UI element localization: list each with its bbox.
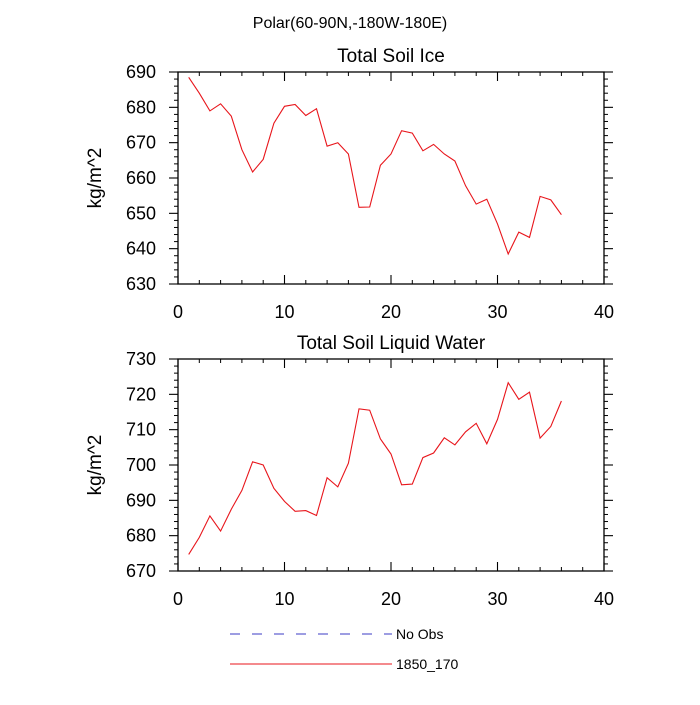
x-tick-label: 40 xyxy=(594,302,614,322)
y-tick-label: 700 xyxy=(126,455,156,475)
y-tick-label: 690 xyxy=(126,490,156,510)
y-tick-label: 660 xyxy=(126,168,156,188)
chart-panel-1: Total Soil Ice kg/m^2 0 10 20 30 40 630 640 650 66… xyxy=(85,46,614,322)
y-tick-label: 640 xyxy=(126,239,156,259)
y-tick-label: 670 xyxy=(126,561,156,581)
y-tick-label: 670 xyxy=(126,133,156,153)
chart-title: Total Soil Liquid Water xyxy=(297,333,486,354)
series-line-1 xyxy=(188,381,562,555)
y-axis-label: kg/m^2 xyxy=(85,435,106,496)
y-tick-label: 650 xyxy=(126,203,156,223)
x-tick-label: 10 xyxy=(274,302,294,322)
y-tick-label: 720 xyxy=(126,384,156,404)
page-title: Polar(60-90N,-180W-180E) xyxy=(253,15,447,32)
chart-panel-2: Total Soil Liquid Water kg/m^2 0 10 20 30 40 67… xyxy=(85,333,614,609)
series-line-1 xyxy=(188,76,562,256)
legend-label-1: No Obs xyxy=(396,626,443,642)
x-tick-label: 30 xyxy=(487,589,507,609)
x-tick-label: 20 xyxy=(381,589,401,609)
legend: No Obs 1850_170 xyxy=(230,626,459,672)
chart-title: Total Soil Ice xyxy=(337,46,445,67)
x-tick-label: 30 xyxy=(487,302,507,322)
plot-frame xyxy=(177,358,605,572)
y-axis-label: kg/m^2 xyxy=(85,148,106,209)
x-tick-label: 10 xyxy=(274,589,294,609)
y-tick-label: 680 xyxy=(126,97,156,117)
x-tick-label: 0 xyxy=(173,302,183,322)
legend-label-2: 1850_170 xyxy=(396,656,459,672)
x-tick-label: 20 xyxy=(381,302,401,322)
y-tick-label: 690 xyxy=(126,62,156,82)
plot-frame xyxy=(177,71,605,285)
y-tick-label: 710 xyxy=(126,420,156,440)
y-tick-label: 730 xyxy=(126,349,156,369)
x-tick-label: 0 xyxy=(173,589,183,609)
y-tick-label: 630 xyxy=(126,274,156,294)
y-tick-label: 680 xyxy=(126,526,156,546)
x-tick-label: 40 xyxy=(594,589,614,609)
